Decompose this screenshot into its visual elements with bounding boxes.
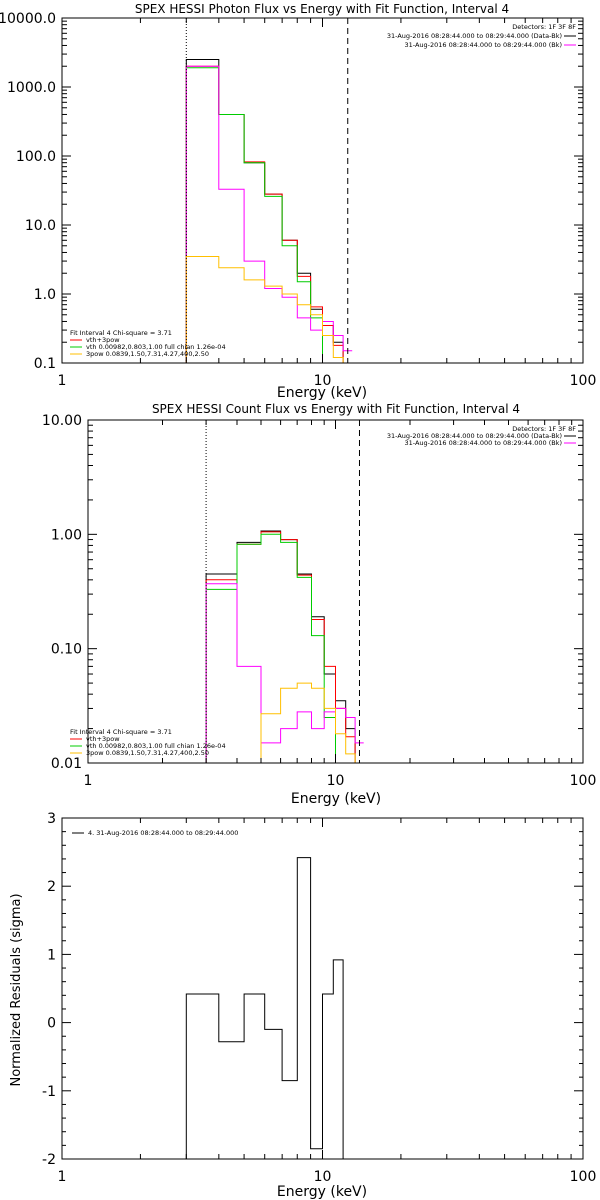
photon-flux-legend-top: Detectors: 1F 3F 8F 31-Aug-2016 08:28:44… — [387, 23, 576, 49]
y-tick-label: 1.0 — [34, 287, 56, 303]
residuals-y-axis: -2 -1 0 1 2 3 — [42, 811, 583, 1168]
series-4-line — [185, 256, 353, 364]
count-flux-title: SPEX HESSI Count Flux vs Energy with Fit… — [152, 402, 520, 416]
y-tick-label: 0.1 — [34, 356, 56, 372]
photon-flux-panel: SPEX HESSI Photon Flux vs Energy with Fi… — [0, 2, 596, 401]
series-2-line — [185, 67, 353, 364]
residuals-series-layer — [185, 857, 344, 1159]
series-3-line — [205, 583, 364, 763]
legend-bk-label: 31-Aug-2016 08:28:44.000 to 08:29:44.000… — [405, 439, 562, 447]
photon-flux-y-axis: 0.1 1.0 10.0 100.0 1000.0 10000.0 — [0, 11, 583, 372]
y-tick-label: 100.0 — [16, 149, 56, 165]
residuals-panel: 1 10 100 -2 -1 0 1 2 3 Energy (keV) Normalized … — [9, 811, 596, 1200]
count-flux-x-axis-label: Energy (keV) — [291, 791, 381, 807]
legend-fit-interval: Fit Interval 4 Chi-square = 3.71 — [70, 728, 172, 736]
legend-detectors: Detectors: 1F 3F 8F — [512, 425, 576, 433]
y-tick-label: 1 — [47, 947, 56, 963]
legend-vth-label: vth 0.00982,0.803,1.00 full chian 1.26e-… — [86, 742, 226, 750]
legend-data-bk-label: 31-Aug-2016 08:28:44.000 to 08:29:44.000… — [387, 32, 562, 40]
legend-total-label: vth+3pow — [86, 336, 120, 344]
y-tick-label: 10.0 — [25, 218, 56, 234]
photon-flux-legend-bottom: Fit Interval 4 Chi-square = 3.71 vth+3po… — [70, 329, 226, 358]
x-tick-label: 10 — [314, 1169, 332, 1185]
series-4-line — [206, 682, 364, 764]
x-tick-label: 100 — [570, 1169, 597, 1185]
x-tick-label: 100 — [570, 773, 597, 789]
y-tick-label: 2 — [47, 879, 56, 895]
residuals-x-axis: 1 10 100 — [58, 818, 597, 1185]
legend-total-label: vth+3pow — [86, 735, 120, 743]
x-tick-label: 1 — [84, 773, 93, 789]
count-flux-y-axis: 0.01 0.10 1.00 10.00 — [42, 413, 583, 772]
legend-interval-label: 4. 31-Aug-2016 08:28:44.000 to 08:29:44.… — [88, 829, 238, 837]
y-tick-label: 3 — [47, 811, 56, 827]
legend-fit-interval: Fit Interval 4 Chi-square = 3.71 — [70, 329, 172, 337]
series-0-line — [185, 59, 353, 364]
series-3-line — [185, 65, 353, 363]
photon-flux-vlines — [185, 18, 349, 363]
residuals-x-axis-label: Energy (keV) — [277, 1184, 367, 1200]
y-tick-label: 0.01 — [51, 756, 82, 772]
count-flux-legend-top: Detectors: 1F 3F 8F 31-Aug-2016 08:28:44… — [387, 425, 576, 447]
x-tick-label: 100 — [570, 373, 597, 389]
photon-flux-series-layer — [185, 59, 353, 364]
x-tick-label: 1 — [58, 1169, 67, 1185]
y-tick-label: 1000.0 — [7, 80, 56, 96]
photon-flux-x-axis-label: Energy (keV) — [277, 385, 367, 401]
photon-flux-x-axis: 1 10 100 — [58, 18, 597, 389]
photon-flux-title: SPEX HESSI Photon Flux vs Energy with Fi… — [135, 2, 509, 16]
x-tick-label: 1 — [58, 373, 67, 389]
count-flux-series-layer — [205, 530, 364, 764]
count-flux-legend-bottom: Fit Interval 4 Chi-square = 3.71 vth+3po… — [70, 728, 226, 757]
residuals-legend: 4. 31-Aug-2016 08:28:44.000 to 08:29:44.… — [72, 829, 238, 837]
residuals-y-axis-label: Normalized Residuals (sigma) — [9, 893, 24, 1086]
series-1-line — [185, 65, 353, 364]
x-tick-label: 10 — [327, 773, 345, 789]
count-flux-x-axis: 1 10 100 — [84, 420, 597, 789]
x-tick-label: 10 — [314, 373, 332, 389]
legend-data-bk-label: 31-Aug-2016 08:28:44.000 to 08:29:44.000… — [387, 432, 562, 440]
count-flux-panel: SPEX HESSI Count Flux vs Energy with Fit… — [42, 402, 596, 807]
y-tick-label: 0 — [47, 1016, 56, 1032]
legend-3pow-label: 3pow 0.0839,1.50,7.31,4.27,400,2.50 — [86, 350, 209, 358]
count-flux-vlines — [205, 420, 360, 763]
y-tick-label: 1.00 — [51, 527, 82, 543]
legend-detectors: Detectors: 1F 3F 8F — [512, 23, 576, 31]
y-tick-label: -2 — [42, 1152, 56, 1168]
legend-3pow-label: 3pow 0.0839,1.50,7.31,4.27,400,2.50 — [86, 749, 209, 757]
series-0-line — [185, 857, 344, 1159]
legend-bk-label: 31-Aug-2016 08:28:44.000 to 08:29:44.000… — [405, 41, 562, 49]
y-tick-label: -1 — [42, 1084, 56, 1100]
legend-vth-label: vth 0.00982,0.803,1.00 full chian 1.26e-… — [86, 343, 226, 351]
y-tick-label: 10.00 — [42, 413, 82, 429]
y-tick-label: 10000.0 — [0, 11, 56, 27]
y-tick-label: 0.10 — [51, 642, 82, 658]
